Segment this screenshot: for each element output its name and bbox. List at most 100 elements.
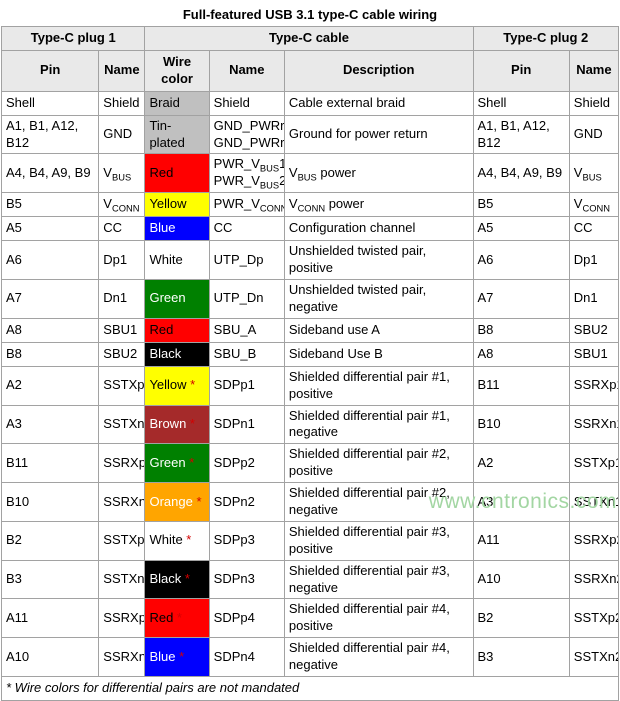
cell-plug2-pin: A2 — [472, 443, 570, 484]
cell-plug1-pin: A1, B1, A12, B12 — [0, 114, 100, 155]
cell-plug1-name: SSRXn2 — [98, 637, 146, 678]
cell-description: Shielded differential pair #2, negative — [283, 482, 474, 522]
column-header: Pin — [472, 49, 570, 92]
cell-plug2-pin: A7 — [472, 279, 570, 319]
cell-wire-color: Green * — [144, 443, 210, 484]
cell-plug1-pin: B3 — [0, 559, 100, 600]
group-header: Type-C cable — [144, 26, 474, 51]
cell-plug1-name: Shield — [98, 90, 146, 116]
cell-plug1-name: SSRXn1 — [98, 482, 146, 522]
cell-description: Configuration channel — [283, 216, 474, 242]
cell-plug2-name: GND — [568, 114, 620, 155]
wiring-table: Type-C plug 1 Type-C cable Type-C plug 2 Pi… — [0, 26, 620, 701]
cell-plug2-name: SSTXp1 — [568, 443, 620, 484]
cell-plug2-name: Dn1 — [568, 279, 620, 319]
cell-cable-name: SBU_B — [208, 341, 285, 367]
cell-plug2-pin: B11 — [472, 365, 570, 406]
cell-plug2-pin: A5 — [472, 216, 570, 242]
cell-description: Shielded differential pair #3, positive — [283, 520, 474, 561]
cell-plug1-name: SSRXp1 — [98, 443, 146, 484]
cell-cable-name: SDPp2 — [208, 443, 285, 484]
cell-description: Shielded differential pair #2, positive — [283, 443, 474, 484]
cell-wire-color: White * — [144, 520, 210, 561]
cell-cable-name: SDPn2 — [208, 482, 285, 522]
table-row: A6 Dp1 White UTP_Dp Unshielded twisted pair,… — [0, 240, 620, 281]
cell-plug1-pin: B10 — [0, 482, 100, 522]
cell-wire-color: Brown * — [144, 404, 210, 445]
cell-plug2-name: Dp1 — [568, 240, 620, 281]
cell-plug2-name: SSTXp2 — [568, 598, 620, 639]
cell-plug1-pin: A11 — [0, 598, 100, 639]
cell-wire-color: Red — [144, 317, 210, 343]
cell-wire-color: White — [144, 240, 210, 281]
footnote-asterisk: * — [189, 454, 195, 470]
cell-description: Ground for power return — [283, 114, 474, 155]
cell-cable-name: Shield — [208, 90, 285, 116]
table-body: Shell Shield Braid Shield Cable external bra… — [0, 90, 620, 701]
cell-cable-name: SDPn3 — [208, 559, 285, 600]
page-title: Full-featured USB 3.1 type-C cable wirin… — [182, 7, 438, 22]
cell-wire-color: Yellow * — [144, 365, 210, 406]
footnote-asterisk: * — [190, 377, 196, 393]
cell-plug2-name: Shield — [568, 90, 620, 116]
cell-wire-color: Black * — [144, 559, 210, 600]
cell-plug2-pin: A6 — [472, 240, 570, 281]
cell-plug2-pin: A3 — [472, 482, 570, 522]
cell-plug1-name: GND — [98, 114, 146, 155]
cell-description: Sideband Use B — [283, 341, 474, 367]
cell-description: Cable external braid — [283, 90, 474, 116]
group-header: Type-C plug 1 — [0, 26, 146, 51]
cell-plug1-name: VCONN — [98, 192, 146, 218]
cell-plug1-pin: A10 — [0, 637, 100, 678]
cell-plug1-pin: A2 — [0, 365, 100, 406]
group-header: Type-C plug 2 — [472, 26, 619, 51]
cell-plug2-pin: A11 — [472, 520, 570, 561]
table-footnote: * Wire colors for differential pairs are… — [1, 676, 619, 701]
cell-wire-color: Blue — [144, 216, 210, 242]
table-row: A7 Dn1 Green UTP_Dn Unshielded twisted pair,… — [0, 279, 620, 319]
cell-plug2-name: VCONN — [568, 192, 620, 218]
footnote-asterisk: * — [186, 532, 192, 548]
cell-plug1-pin: A4, B4, A9, B9 — [0, 153, 100, 194]
cell-description: Shielded differential pair #4, negative — [283, 637, 474, 678]
cell-cable-name: UTP_Dn — [208, 279, 285, 319]
cell-plug1-pin: A6 — [0, 240, 100, 281]
cell-description: VBUS power — [283, 153, 474, 194]
cell-plug2-name: SBU2 — [568, 317, 620, 343]
cell-plug2-pin: A1, B1, A12, B12 — [472, 114, 570, 155]
cell-wire-color: Braid — [144, 90, 210, 116]
cell-plug2-pin: B3 — [472, 637, 570, 678]
cell-plug2-pin: B5 — [472, 192, 570, 218]
cell-description: Unshielded twisted pair, positive — [283, 240, 474, 281]
cell-description: Shielded differential pair #4, positive — [283, 598, 474, 639]
cell-plug1-name: Dn1 — [98, 279, 146, 319]
cell-plug1-pin: A7 — [0, 279, 100, 319]
column-header: Wire color — [144, 49, 210, 92]
cell-cable-name: SDPp3 — [208, 520, 285, 561]
cell-plug1-pin: A3 — [0, 404, 100, 445]
cell-plug2-pin: Shell — [472, 90, 570, 116]
cell-plug1-pin: B11 — [0, 443, 100, 484]
cell-plug1-name: SSTXp2 — [98, 520, 146, 561]
cell-wire-color: Orange * — [144, 482, 210, 522]
cell-plug2-name: SBU1 — [568, 341, 620, 367]
table-row: A5 CC Blue CC Configuration channel A5 CC — [0, 216, 620, 242]
column-header-row: Pin Name Wire color Name Description Pin Name — [0, 49, 620, 92]
cell-plug2-name: SSRXp2 — [568, 520, 620, 561]
column-header: Name — [568, 49, 620, 92]
cell-plug1-pin: Shell — [0, 90, 100, 116]
cell-cable-name: SBU_A — [208, 317, 285, 343]
cell-wire-color: Tin-plated — [144, 114, 210, 155]
cell-plug2-name: VBUS — [568, 153, 620, 194]
cell-wire-color: Yellow — [144, 192, 210, 218]
table-header: Type-C plug 1 Type-C cable Type-C plug 2 Pi… — [0, 26, 620, 92]
footnote-asterisk: * — [196, 493, 202, 509]
table-row: A8 SBU1 Red SBU_A Sideband use A B8 SBU2 — [0, 317, 620, 343]
cell-plug2-name: SSRXp1 — [568, 365, 620, 406]
footnote-asterisk: * — [176, 609, 182, 625]
